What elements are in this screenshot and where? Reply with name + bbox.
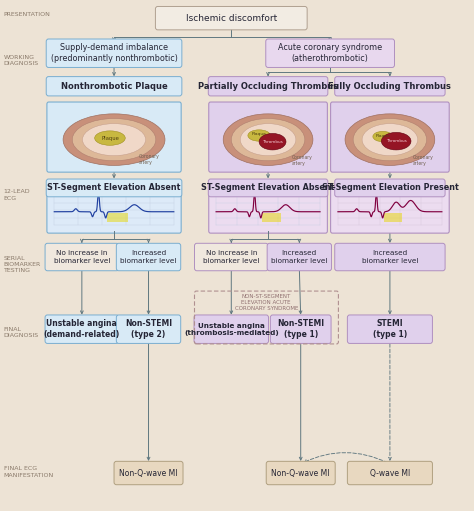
Text: Coronary
artery: Coronary artery bbox=[413, 155, 434, 166]
Text: ST-Segment Elevation Absent: ST-Segment Elevation Absent bbox=[47, 183, 181, 193]
Ellipse shape bbox=[373, 131, 392, 142]
Ellipse shape bbox=[63, 114, 165, 166]
Text: Partially Occluding Thrombus: Partially Occluding Thrombus bbox=[198, 82, 338, 91]
FancyBboxPatch shape bbox=[330, 188, 449, 233]
Ellipse shape bbox=[382, 132, 411, 150]
Text: Q-wave MI: Q-wave MI bbox=[370, 469, 410, 477]
Text: Nonthrombotic Plaque: Nonthrombotic Plaque bbox=[61, 82, 167, 91]
FancyBboxPatch shape bbox=[47, 102, 181, 172]
Text: FINAL
DIAGNOSIS: FINAL DIAGNOSIS bbox=[4, 327, 39, 338]
Ellipse shape bbox=[231, 119, 305, 161]
FancyBboxPatch shape bbox=[47, 188, 181, 233]
FancyBboxPatch shape bbox=[208, 77, 328, 96]
FancyBboxPatch shape bbox=[209, 102, 328, 172]
Text: Unstable angina
(thrombosis-mediated): Unstable angina (thrombosis-mediated) bbox=[184, 322, 279, 336]
Text: ST-Segment Elevation Absent: ST-Segment Elevation Absent bbox=[201, 183, 335, 193]
FancyBboxPatch shape bbox=[46, 179, 182, 197]
Text: Acute coronary syndrome
(atherothrombotic): Acute coronary syndrome (atherothromboti… bbox=[278, 43, 382, 63]
Text: Non-STEMI
(type 1): Non-STEMI (type 1) bbox=[277, 319, 324, 339]
FancyBboxPatch shape bbox=[116, 243, 181, 271]
Text: Thrombus: Thrombus bbox=[386, 139, 407, 143]
FancyBboxPatch shape bbox=[209, 188, 328, 233]
FancyBboxPatch shape bbox=[347, 461, 432, 485]
Text: PRESENTATION: PRESENTATION bbox=[4, 12, 51, 16]
FancyBboxPatch shape bbox=[194, 243, 268, 271]
Ellipse shape bbox=[95, 131, 125, 145]
Ellipse shape bbox=[248, 130, 270, 141]
Text: Coronary
artery: Coronary artery bbox=[292, 155, 312, 166]
Ellipse shape bbox=[72, 119, 156, 161]
Bar bbox=[383, 213, 402, 222]
Ellipse shape bbox=[240, 124, 296, 156]
Ellipse shape bbox=[353, 119, 427, 161]
FancyBboxPatch shape bbox=[194, 315, 269, 343]
FancyBboxPatch shape bbox=[155, 7, 307, 30]
Text: Non-STEMI
(type 2): Non-STEMI (type 2) bbox=[125, 319, 172, 339]
FancyBboxPatch shape bbox=[270, 315, 331, 343]
Ellipse shape bbox=[362, 124, 418, 156]
Text: Non-Q-wave MI: Non-Q-wave MI bbox=[119, 469, 178, 477]
Text: Coronary
artery: Coronary artery bbox=[138, 154, 159, 165]
Text: Fully Occluding Thrombus: Fully Occluding Thrombus bbox=[328, 82, 451, 91]
FancyBboxPatch shape bbox=[266, 461, 335, 485]
FancyBboxPatch shape bbox=[45, 315, 118, 343]
Text: Increased
biomarker level: Increased biomarker level bbox=[362, 250, 418, 264]
Text: Increased
biomarker level: Increased biomarker level bbox=[271, 250, 328, 264]
Text: Supply-demand imbalance
(predominantly nonthrombotic): Supply-demand imbalance (predominantly n… bbox=[51, 43, 177, 63]
Text: ST-Segment Elevation Present: ST-Segment Elevation Present bbox=[321, 183, 458, 193]
Text: Ischemic discomfort: Ischemic discomfort bbox=[186, 14, 277, 22]
FancyBboxPatch shape bbox=[335, 243, 445, 271]
Text: No increase in
biomarker level: No increase in biomarker level bbox=[203, 250, 259, 264]
Ellipse shape bbox=[345, 114, 435, 166]
Text: WORKING
DIAGNOSIS: WORKING DIAGNOSIS bbox=[4, 55, 39, 66]
Text: Non-Q-wave MI: Non-Q-wave MI bbox=[272, 469, 330, 477]
FancyBboxPatch shape bbox=[114, 461, 183, 485]
FancyBboxPatch shape bbox=[46, 77, 182, 96]
Text: No increase in
biomarker level: No increase in biomarker level bbox=[54, 250, 110, 264]
Ellipse shape bbox=[223, 114, 313, 166]
FancyBboxPatch shape bbox=[335, 77, 445, 96]
Ellipse shape bbox=[82, 124, 146, 156]
FancyBboxPatch shape bbox=[46, 39, 182, 67]
Text: NON-ST-SEGMENT
ELEVATION ACUTE
CORONARY SYNDROME: NON-ST-SEGMENT ELEVATION ACUTE CORONARY … bbox=[235, 294, 298, 311]
FancyBboxPatch shape bbox=[347, 315, 432, 343]
Text: Unstable angina
(demand-related): Unstable angina (demand-related) bbox=[44, 319, 120, 339]
Text: Thrombus: Thrombus bbox=[262, 140, 283, 144]
Text: Plaque: Plaque bbox=[101, 135, 119, 141]
Ellipse shape bbox=[259, 133, 286, 150]
Text: Increased
biomarker level: Increased biomarker level bbox=[120, 250, 177, 264]
FancyBboxPatch shape bbox=[45, 243, 118, 271]
FancyBboxPatch shape bbox=[266, 39, 394, 67]
FancyBboxPatch shape bbox=[208, 179, 328, 197]
Text: SERIAL
BIOMARKER
TESTING: SERIAL BIOMARKER TESTING bbox=[4, 256, 41, 273]
Text: FINAL ECG
MANIFESTATION: FINAL ECG MANIFESTATION bbox=[4, 467, 54, 478]
Text: Plaque: Plaque bbox=[252, 132, 266, 136]
Text: Plaque: Plaque bbox=[375, 134, 390, 138]
Text: 12-LEAD
ECG: 12-LEAD ECG bbox=[4, 190, 30, 201]
FancyBboxPatch shape bbox=[330, 102, 449, 172]
Text: STEMI
(type 1): STEMI (type 1) bbox=[373, 319, 407, 339]
FancyBboxPatch shape bbox=[267, 243, 331, 271]
FancyBboxPatch shape bbox=[335, 179, 445, 197]
FancyBboxPatch shape bbox=[116, 315, 181, 343]
Bar bbox=[262, 213, 281, 222]
Bar bbox=[107, 213, 128, 222]
